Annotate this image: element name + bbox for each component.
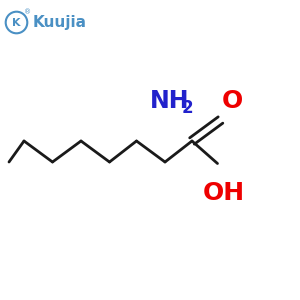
Text: 2: 2 [182, 99, 193, 117]
Text: Kuujia: Kuujia [32, 15, 86, 30]
Text: K: K [12, 17, 21, 28]
Text: ®: ® [24, 10, 32, 16]
Text: O: O [222, 88, 243, 112]
Text: OH: OH [202, 182, 244, 206]
Text: NH: NH [150, 88, 190, 112]
